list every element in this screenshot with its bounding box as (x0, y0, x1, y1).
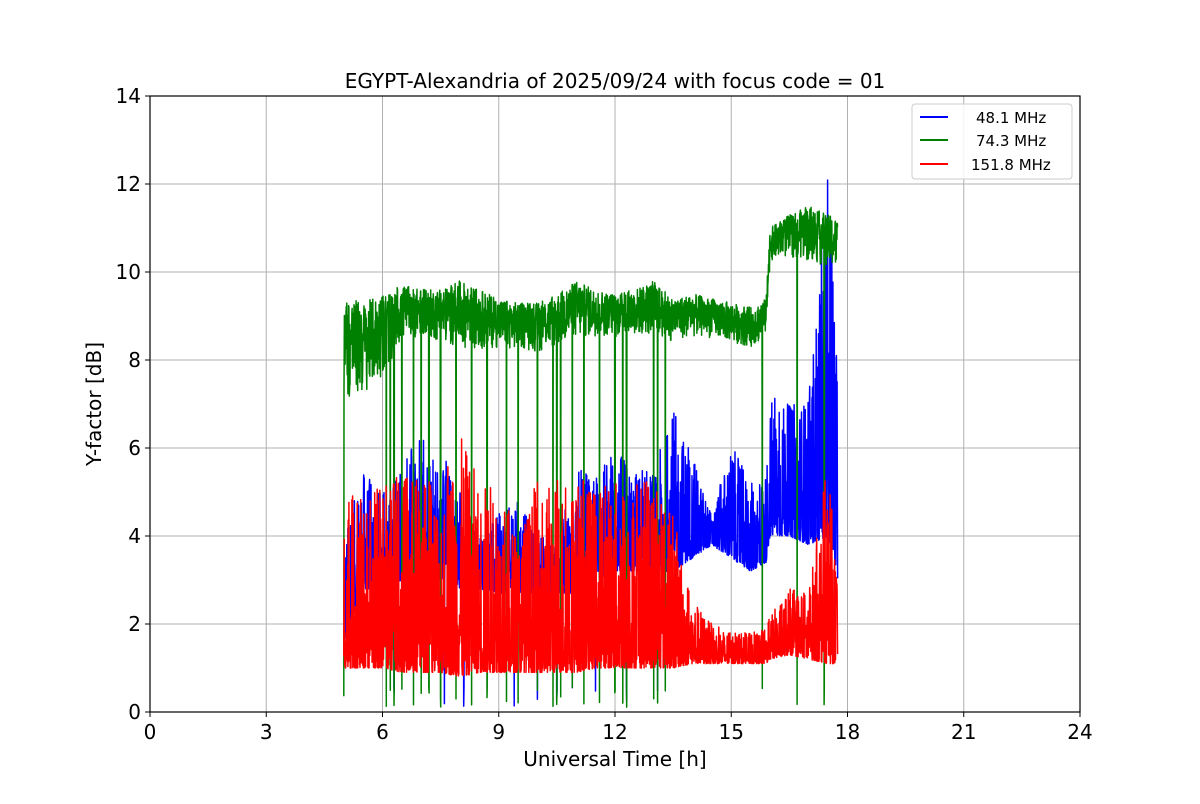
legend-label-74mhz: 74.3 MHz (976, 132, 1046, 150)
x-axis-label: Universal Time [h] (523, 747, 706, 771)
x-tick-label: 0 (144, 720, 157, 744)
y-tick-label: 0 (128, 700, 141, 724)
legend-label-151mhz: 151.8 MHz (971, 156, 1051, 174)
y-tick-label: 4 (128, 524, 141, 548)
series-line-151-8-mhz (343, 438, 839, 677)
x-tick-label: 9 (492, 720, 505, 744)
chart-title: EGYPT-Alexandria of 2025/09/24 with focu… (345, 69, 886, 93)
legend-label-48mhz: 48.1 MHz (976, 109, 1046, 127)
y-axis-label: Y-factor [dB] (82, 342, 106, 467)
y-tick-label: 2 (128, 612, 141, 636)
legend-box (911, 103, 1073, 180)
x-tick-label: 21 (951, 720, 976, 744)
y-tick-label: 8 (128, 348, 141, 372)
y-tick-label: 10 (116, 260, 141, 284)
legend: 48.1 MHz 74.3 MHz 151.8 MHz (911, 103, 1073, 180)
x-tick-label: 3 (260, 720, 273, 744)
x-tick-label: 24 (1067, 720, 1092, 744)
x-tick-label: 12 (602, 720, 627, 744)
x-tick-label: 15 (719, 720, 744, 744)
y-tick-label: 6 (128, 436, 141, 460)
y-tick-label: 12 (116, 172, 141, 196)
series-line-74-3-mhz (343, 206, 839, 708)
y-tick-label: 14 (116, 84, 141, 108)
x-tick-label: 6 (376, 720, 389, 744)
x-tick-label: 18 (835, 720, 860, 744)
plot-lines (343, 179, 839, 708)
